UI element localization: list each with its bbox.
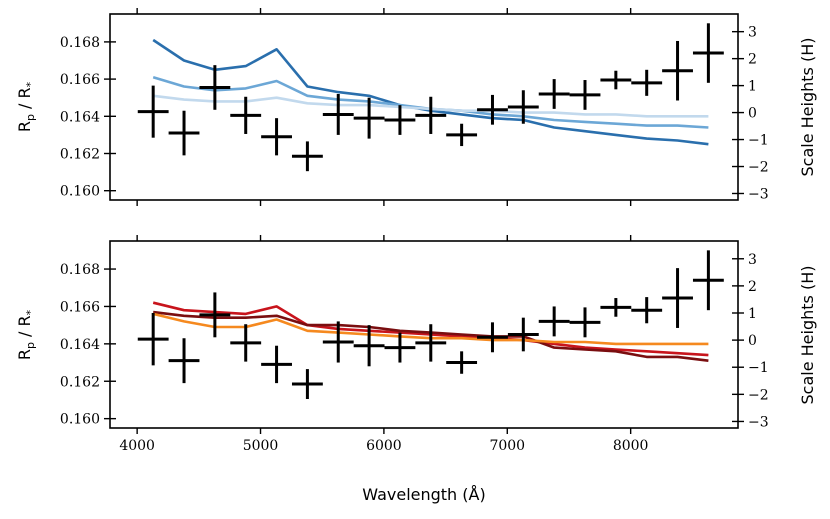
- x-axis-label: Wavelength (Å): [362, 485, 485, 504]
- top-right-ticks: 3 2 1 0 −1 −2 −3: [732, 25, 769, 202]
- top-right-axis-label: Scale Heights (H): [798, 38, 817, 177]
- bottom-right-tick-label: −3: [748, 414, 769, 430]
- top-observations: [137, 23, 724, 172]
- top-panel: 0.160 0.162 0.164 0.166 0.168 3 2 1 0 −1 −2 −3 Rp …: [15, 8, 817, 206]
- bottom-right-tick-label: 1: [748, 306, 757, 322]
- bottom-right-tick-label: 3: [748, 252, 757, 268]
- top-right-tick-label: 1: [748, 79, 757, 95]
- top-left-tick-label: 0.162: [60, 147, 100, 163]
- bottom-observations: [137, 250, 724, 400]
- bottom-right-tick-label: −1: [748, 360, 769, 376]
- top-left-tick-label: 0.164: [60, 109, 100, 125]
- top-plot-frame: [109, 13, 739, 201]
- bottom-panel: 0.160 0.162 0.164 0.166 0.168 3 2 1 0 −1 −2 −3 400…: [15, 235, 817, 454]
- bottom-left-ticks: 0.160 0.162 0.164 0.166 0.168: [60, 262, 116, 428]
- top-right-tick-label: 0: [748, 106, 757, 122]
- top-left-tick-label: 0.168: [60, 35, 100, 51]
- bottom-left-tick-label: 0.166: [60, 299, 100, 315]
- bottom-right-axis-label: Scale Heights (H): [798, 266, 817, 405]
- top-right-tick-label: −1: [748, 133, 769, 149]
- x-tick-label: 7000: [489, 438, 525, 454]
- bottom-left-tick-label: 0.162: [60, 374, 100, 390]
- x-tick-label: 6000: [366, 438, 402, 454]
- bottom-right-ticks: 3 2 1 0 −1 −2 −3: [732, 252, 769, 430]
- bottom-plot-frame: [109, 240, 739, 429]
- bottom-left-tick-label: 0.160: [60, 412, 100, 428]
- bottom-right-tick-label: 2: [748, 279, 757, 295]
- bottom-right-tick-label: −2: [748, 387, 769, 403]
- top-right-tick-label: −3: [748, 186, 769, 202]
- bottom-x-ticks: 4000 5000 6000 7000 8000: [119, 235, 648, 454]
- bottom-y-axis-label: Rp / R*: [15, 309, 37, 360]
- x-tick-label: 5000: [243, 438, 279, 454]
- top-right-tick-label: 3: [748, 25, 757, 41]
- bottom-right-tick-label: 0: [748, 333, 757, 349]
- top-right-tick-label: 2: [748, 52, 757, 68]
- top-y-axis-label: Rp / R*: [15, 81, 37, 132]
- top-left-ticks: 0.160 0.162 0.164 0.166 0.168: [60, 35, 116, 200]
- x-tick-label: 8000: [613, 438, 649, 454]
- top-right-tick-label: −2: [748, 160, 769, 176]
- top-left-tick-label: 0.166: [60, 72, 100, 88]
- bottom-left-tick-label: 0.164: [60, 337, 100, 353]
- x-tick-label: 4000: [119, 438, 155, 454]
- top-left-tick-label: 0.160: [60, 184, 100, 200]
- top-x-ticks: [136, 8, 632, 206]
- bottom-left-tick-label: 0.168: [60, 262, 100, 278]
